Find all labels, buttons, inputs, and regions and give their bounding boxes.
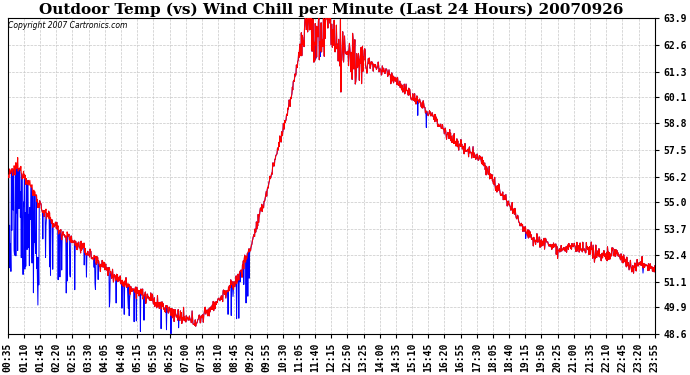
Text: Copyright 2007 Cartronics.com: Copyright 2007 Cartronics.com	[8, 21, 128, 30]
Title: Outdoor Temp (vs) Wind Chill per Minute (Last 24 Hours) 20070926: Outdoor Temp (vs) Wind Chill per Minute …	[39, 3, 624, 17]
